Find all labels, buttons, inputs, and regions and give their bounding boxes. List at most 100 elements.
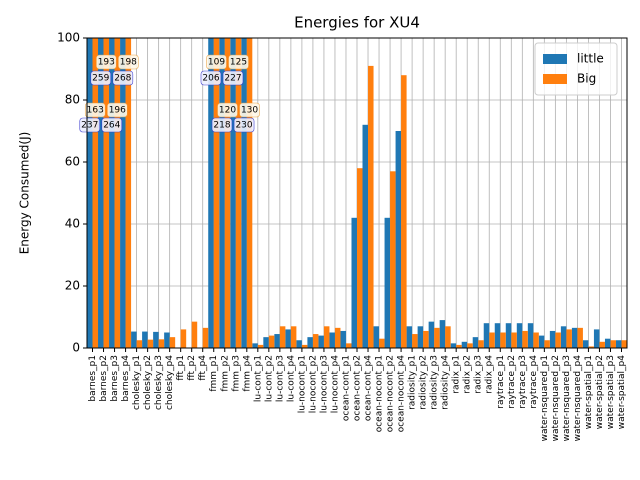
x-tick-label: fmm_p1 <box>209 355 219 392</box>
value-label-box <box>217 102 238 118</box>
bar <box>412 334 418 348</box>
bar <box>505 323 512 348</box>
bar <box>224 38 231 348</box>
bar <box>610 340 616 348</box>
bar <box>544 340 550 348</box>
value-label: 230 <box>235 121 252 131</box>
bar <box>478 340 484 348</box>
bar <box>131 331 137 348</box>
bar <box>109 38 115 348</box>
bar <box>599 341 605 348</box>
x-tick-label: radiosity_p4 <box>441 355 451 410</box>
bar <box>434 327 440 348</box>
x-tick-label: fft_p1 <box>176 355 186 381</box>
bar <box>268 335 275 348</box>
bar <box>318 335 324 348</box>
bar <box>577 327 583 348</box>
value-label: 196 <box>109 106 126 116</box>
bar <box>241 38 247 348</box>
bar <box>615 340 622 348</box>
bar <box>345 343 352 348</box>
bars <box>87 38 627 348</box>
x-tick-label: radix_p3 <box>474 355 484 394</box>
value-label-box <box>239 102 260 118</box>
bar <box>384 217 391 348</box>
x-tick-label: ocean-cont_p1 <box>341 355 351 421</box>
bar <box>445 326 451 348</box>
x-tick-label: fmm_p4 <box>242 355 252 392</box>
x-tick-label: water-nsquared_p4 <box>573 355 583 442</box>
bar <box>450 343 457 348</box>
bar <box>472 337 479 348</box>
bar <box>588 346 594 348</box>
value-label: 130 <box>241 106 258 116</box>
value-label: 259 <box>92 74 109 84</box>
value-label: 218 <box>213 121 230 131</box>
value-label-box <box>101 117 123 133</box>
x-tick-label: water-spatial_p1 <box>584 355 594 429</box>
bar <box>279 326 286 348</box>
bar <box>368 65 374 348</box>
bar <box>98 38 104 348</box>
y-tick-label: 100 <box>57 31 80 45</box>
x-tick-label: radiosity_p3 <box>430 355 440 410</box>
bar <box>461 341 468 348</box>
bar <box>621 340 627 348</box>
legend-box <box>534 42 618 96</box>
x-tick-label: radiosity_p2 <box>419 355 429 410</box>
x-tick-label: radix_p2 <box>463 355 473 394</box>
bar <box>334 327 341 348</box>
x-tick-label: fft_p2 <box>187 355 197 381</box>
value-label: 193 <box>98 58 115 68</box>
bar <box>257 344 264 348</box>
bar <box>571 327 578 348</box>
x-tick-label: raytrace_p1 <box>496 355 506 409</box>
bar <box>87 38 93 348</box>
x-tick-label: barnes_p1 <box>88 355 98 402</box>
value-label-box <box>200 70 222 86</box>
value-label: 109 <box>208 58 225 68</box>
bar <box>566 329 572 348</box>
x-tick-label: cholesky_p2 <box>143 355 153 410</box>
bar <box>593 329 600 348</box>
x-tick-label: lu-nocont_p2 <box>308 355 318 413</box>
legend-label: little <box>577 52 604 66</box>
bar <box>494 323 501 348</box>
x-tick-label: ocean-nocont_p1 <box>375 355 385 432</box>
bar <box>120 38 126 348</box>
value-label: 163 <box>87 106 104 116</box>
bar <box>340 330 346 348</box>
bar <box>533 332 539 348</box>
bar <box>456 344 462 348</box>
value-label: 268 <box>114 74 131 84</box>
bar <box>560 326 567 348</box>
bar <box>373 326 380 348</box>
x-tick-label: lu-cont_p2 <box>264 355 274 402</box>
x-tick-label: radix_p1 <box>452 355 462 394</box>
value-label-box <box>228 54 249 70</box>
bar <box>401 75 407 348</box>
x-tick-label: raytrace_p3 <box>518 355 528 409</box>
bar <box>483 323 490 348</box>
bar <box>500 332 506 348</box>
bar <box>114 38 121 348</box>
value-label-box <box>95 54 117 70</box>
bar <box>406 326 413 348</box>
value-label-box <box>211 117 233 133</box>
bar <box>362 124 369 348</box>
x-tick-label: ocean-cont_p4 <box>364 355 374 421</box>
bar <box>423 330 429 348</box>
x-tick-label: lu-nocont_p1 <box>297 355 307 413</box>
y-tick-label: 0 <box>72 341 80 355</box>
x-tick-label: raytrace_p4 <box>529 355 539 409</box>
x-tick-label: fft_p4 <box>198 355 208 381</box>
bar <box>538 335 545 348</box>
value-label-box <box>84 102 106 118</box>
x-tick-label: cholesky_p3 <box>154 355 164 410</box>
bar <box>158 339 165 348</box>
bar <box>357 168 363 348</box>
x-tick-label: barnes_p3 <box>110 355 120 402</box>
bar <box>489 332 495 348</box>
bar <box>549 330 556 348</box>
